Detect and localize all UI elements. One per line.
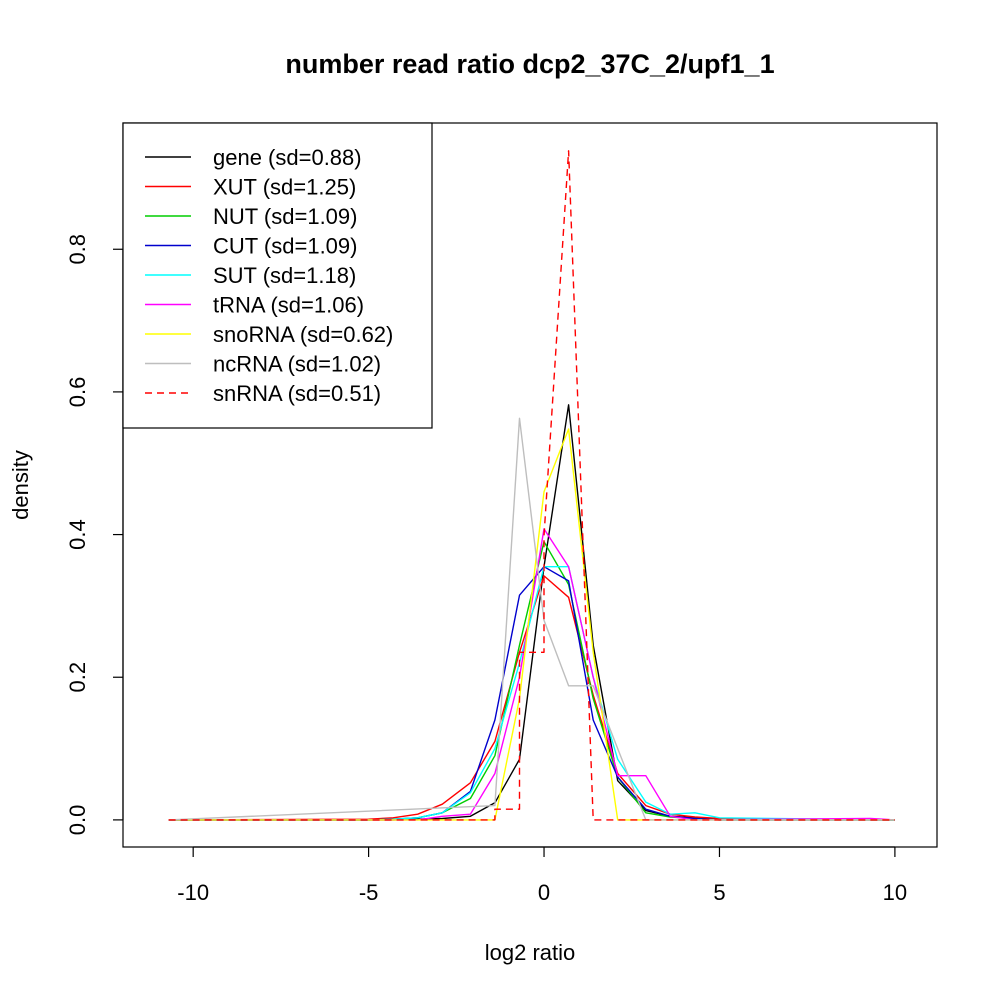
series-line-8 (168, 150, 895, 821)
x-tick-label: 10 (883, 880, 907, 905)
x-tick-label: -10 (177, 880, 209, 905)
legend-label: snoRNA (sd=0.62) (213, 322, 393, 347)
y-tick-label: 0.4 (65, 519, 90, 550)
legend-label: SUT (sd=1.18) (213, 263, 356, 288)
y-axis-label: density (8, 450, 33, 520)
legend-label: CUT (sd=1.09) (213, 234, 357, 259)
legend: gene (sd=0.88) XUT (sd=1.25) NUT (sd=1.09)… (122, 122, 433, 429)
legend-label: snRNA (sd=0.51) (213, 381, 381, 406)
legend-label: ncRNA (sd=1.02) (213, 352, 381, 377)
x-tick-label: 0 (538, 880, 550, 905)
legend-label: gene (sd=0.88) (213, 145, 362, 170)
series-line-5 (168, 528, 895, 821)
x-tick-label: -5 (359, 880, 379, 905)
y-tick-label: 0.0 (65, 805, 90, 836)
legend-label: tRNA (sd=1.06) (213, 293, 364, 318)
y-tick-label: 0.8 (65, 234, 90, 265)
series-line-7 (168, 417, 895, 821)
legend-label: XUT (sd=1.25) (213, 175, 356, 200)
y-tick-label: 0.2 (65, 662, 90, 693)
chart-title: number read ratio dcp2_37C_2/upf1_1 (285, 49, 774, 79)
y-tick-label: 0.6 (65, 377, 90, 408)
series-line-6 (168, 428, 895, 821)
x-tick-label: 5 (713, 880, 725, 905)
series-line-1 (168, 575, 895, 821)
x-axis-label: log2 ratio (485, 940, 576, 965)
y-axis: 0.0 0.2 0.4 0.6 0.8 (65, 234, 124, 836)
x-axis: -10 -5 0 5 10 (177, 846, 907, 905)
legend-label: NUT (sd=1.09) (213, 204, 357, 229)
series-layer (168, 150, 895, 821)
